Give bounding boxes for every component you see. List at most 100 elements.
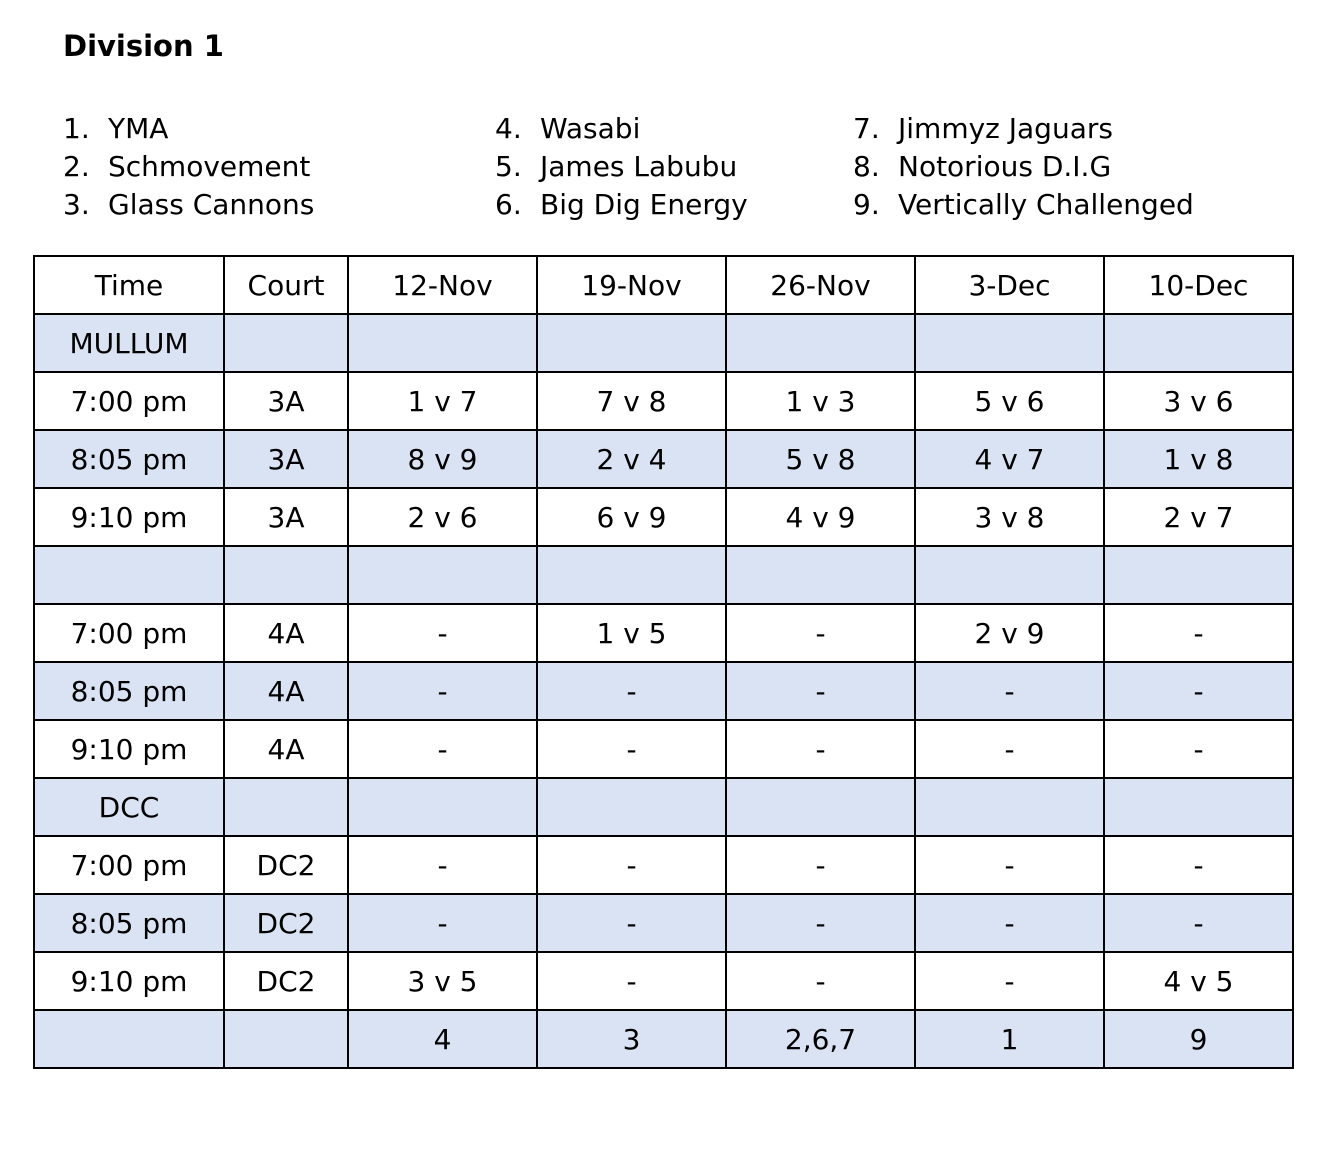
- schedule-cell: 1 v 7: [347, 371, 538, 431]
- schedule-cell: 3A: [223, 371, 349, 431]
- team-number: 8.: [853, 150, 880, 183]
- schedule-cell: -: [914, 719, 1105, 779]
- schedule-cell: 1: [914, 1009, 1105, 1069]
- schedule-cell: -: [536, 893, 727, 953]
- schedule-cell: 1 v 3: [725, 371, 916, 431]
- schedule-row-section: MULLUM: [33, 313, 1294, 373]
- schedule-cell: -: [347, 603, 538, 663]
- schedule-row-blue: 8:05 pm 4A - - - - -: [33, 661, 1294, 721]
- team-number: 5.: [495, 150, 522, 183]
- team-list-item: 1. YMA: [63, 110, 495, 148]
- schedule-row-white: 9:10 pm 4A - - - - -: [33, 719, 1294, 779]
- team-list-item: 9. Vertically Challenged: [853, 186, 1194, 224]
- team-name: Vertically Challenged: [898, 188, 1194, 221]
- team-name: Jimmyz Jaguars: [898, 112, 1113, 145]
- team-name: YMA: [108, 112, 169, 145]
- schedule-cell: 4 v 7: [914, 429, 1105, 489]
- schedule-cell: 3A: [223, 487, 349, 547]
- schedule-cell: [1103, 777, 1294, 837]
- schedule-cell: [725, 777, 916, 837]
- column-header-3-dec: 3-Dec: [914, 255, 1105, 315]
- schedule-cell: -: [725, 893, 916, 953]
- schedule-cell: [914, 545, 1105, 605]
- schedule-cell: 3 v 6: [1103, 371, 1294, 431]
- team-number: 9.: [853, 188, 880, 221]
- schedule-cell: -: [536, 661, 727, 721]
- schedule-row-section: [33, 545, 1294, 605]
- schedule-cell: 1 v 8: [1103, 429, 1294, 489]
- team-list-item: 6. Big Dig Energy: [495, 186, 853, 224]
- team-number: 1.: [63, 112, 90, 145]
- schedule-cell: -: [725, 835, 916, 895]
- schedule-cell: 4 v 9: [725, 487, 916, 547]
- schedule-cell: -: [347, 835, 538, 895]
- schedule-cell: [536, 545, 727, 605]
- schedule-cell: 4A: [223, 603, 349, 663]
- schedule-cell: -: [1103, 719, 1294, 779]
- column-header-19-nov: 19-Nov: [536, 255, 727, 315]
- team-number: 4.: [495, 112, 522, 145]
- schedule-cell: [725, 545, 916, 605]
- schedule-cell: [725, 313, 916, 373]
- schedule-cell: -: [914, 893, 1105, 953]
- schedule-cell: MULLUM: [33, 313, 225, 373]
- team-name: Notorious D.I.G: [898, 150, 1112, 183]
- schedule-cell: 9:10 pm: [33, 487, 225, 547]
- schedule-cell: [223, 1009, 349, 1069]
- team-name: Wasabi: [540, 112, 641, 145]
- schedule-cell: 4 v 5: [1103, 951, 1294, 1011]
- team-list-item: 3. Glass Cannons: [63, 186, 495, 224]
- schedule-row-footer: 4 3 2,6,7 1 9: [33, 1009, 1294, 1069]
- schedule-cell: -: [1103, 603, 1294, 663]
- team-list-item: 8. Notorious D.I.G: [853, 148, 1194, 186]
- schedule-cell: DC2: [223, 951, 349, 1011]
- schedule-cell: -: [1103, 661, 1294, 721]
- schedule-cell: 2 v 7: [1103, 487, 1294, 547]
- team-number: 3.: [63, 188, 90, 221]
- column-header-26-nov: 26-Nov: [725, 255, 916, 315]
- schedule-cell: -: [347, 893, 538, 953]
- schedule-cell: [223, 313, 349, 373]
- team-number: 2.: [63, 150, 90, 183]
- page-title: Division 1: [63, 29, 224, 63]
- schedule-cell: 4: [347, 1009, 538, 1069]
- schedule-cell: 9:10 pm: [33, 951, 225, 1011]
- team-name: Glass Cannons: [108, 188, 315, 221]
- schedule-cell: [1103, 313, 1294, 373]
- schedule-cell: [347, 777, 538, 837]
- team-list-item: 2. Schmovement: [63, 148, 495, 186]
- team-number: 6.: [495, 188, 522, 221]
- schedule-cell: [223, 777, 349, 837]
- schedule-cell: 4A: [223, 719, 349, 779]
- schedule-cell: [1103, 545, 1294, 605]
- column-header-10-dec: 10-Dec: [1103, 255, 1294, 315]
- schedule-cell: -: [725, 951, 916, 1011]
- schedule-cell: 7:00 pm: [33, 835, 225, 895]
- schedule-cell: [347, 313, 538, 373]
- schedule-cell: 5 v 8: [725, 429, 916, 489]
- team-list-column-1: 1. YMA 2. Schmovement 3. Glass Cannons: [63, 110, 495, 224]
- schedule-cell: -: [725, 661, 916, 721]
- team-list-item: 4. Wasabi: [495, 110, 853, 148]
- column-header-12-nov: 12-Nov: [347, 255, 538, 315]
- schedule-cell: -: [536, 835, 727, 895]
- team-name: Schmovement: [108, 150, 311, 183]
- schedule-cell: -: [1103, 835, 1294, 895]
- schedule-cell: 8:05 pm: [33, 661, 225, 721]
- team-number: 7.: [853, 112, 880, 145]
- schedule-cell: -: [347, 661, 538, 721]
- team-list-column-3: 7. Jimmyz Jaguars 8. Notorious D.I.G 9. Verti…: [853, 110, 1194, 224]
- schedule-cell: [347, 545, 538, 605]
- schedule-cell: 3: [536, 1009, 727, 1069]
- team-list-item: 7. Jimmyz Jaguars: [853, 110, 1194, 148]
- schedule-cell: [536, 313, 727, 373]
- schedule-cell: -: [914, 835, 1105, 895]
- schedule-cell: [33, 545, 225, 605]
- schedule-row-blue: 8:05 pm DC2- - - - -: [33, 893, 1294, 953]
- schedule-cell: -: [725, 603, 916, 663]
- schedule-cell: 2 v 6: [347, 487, 538, 547]
